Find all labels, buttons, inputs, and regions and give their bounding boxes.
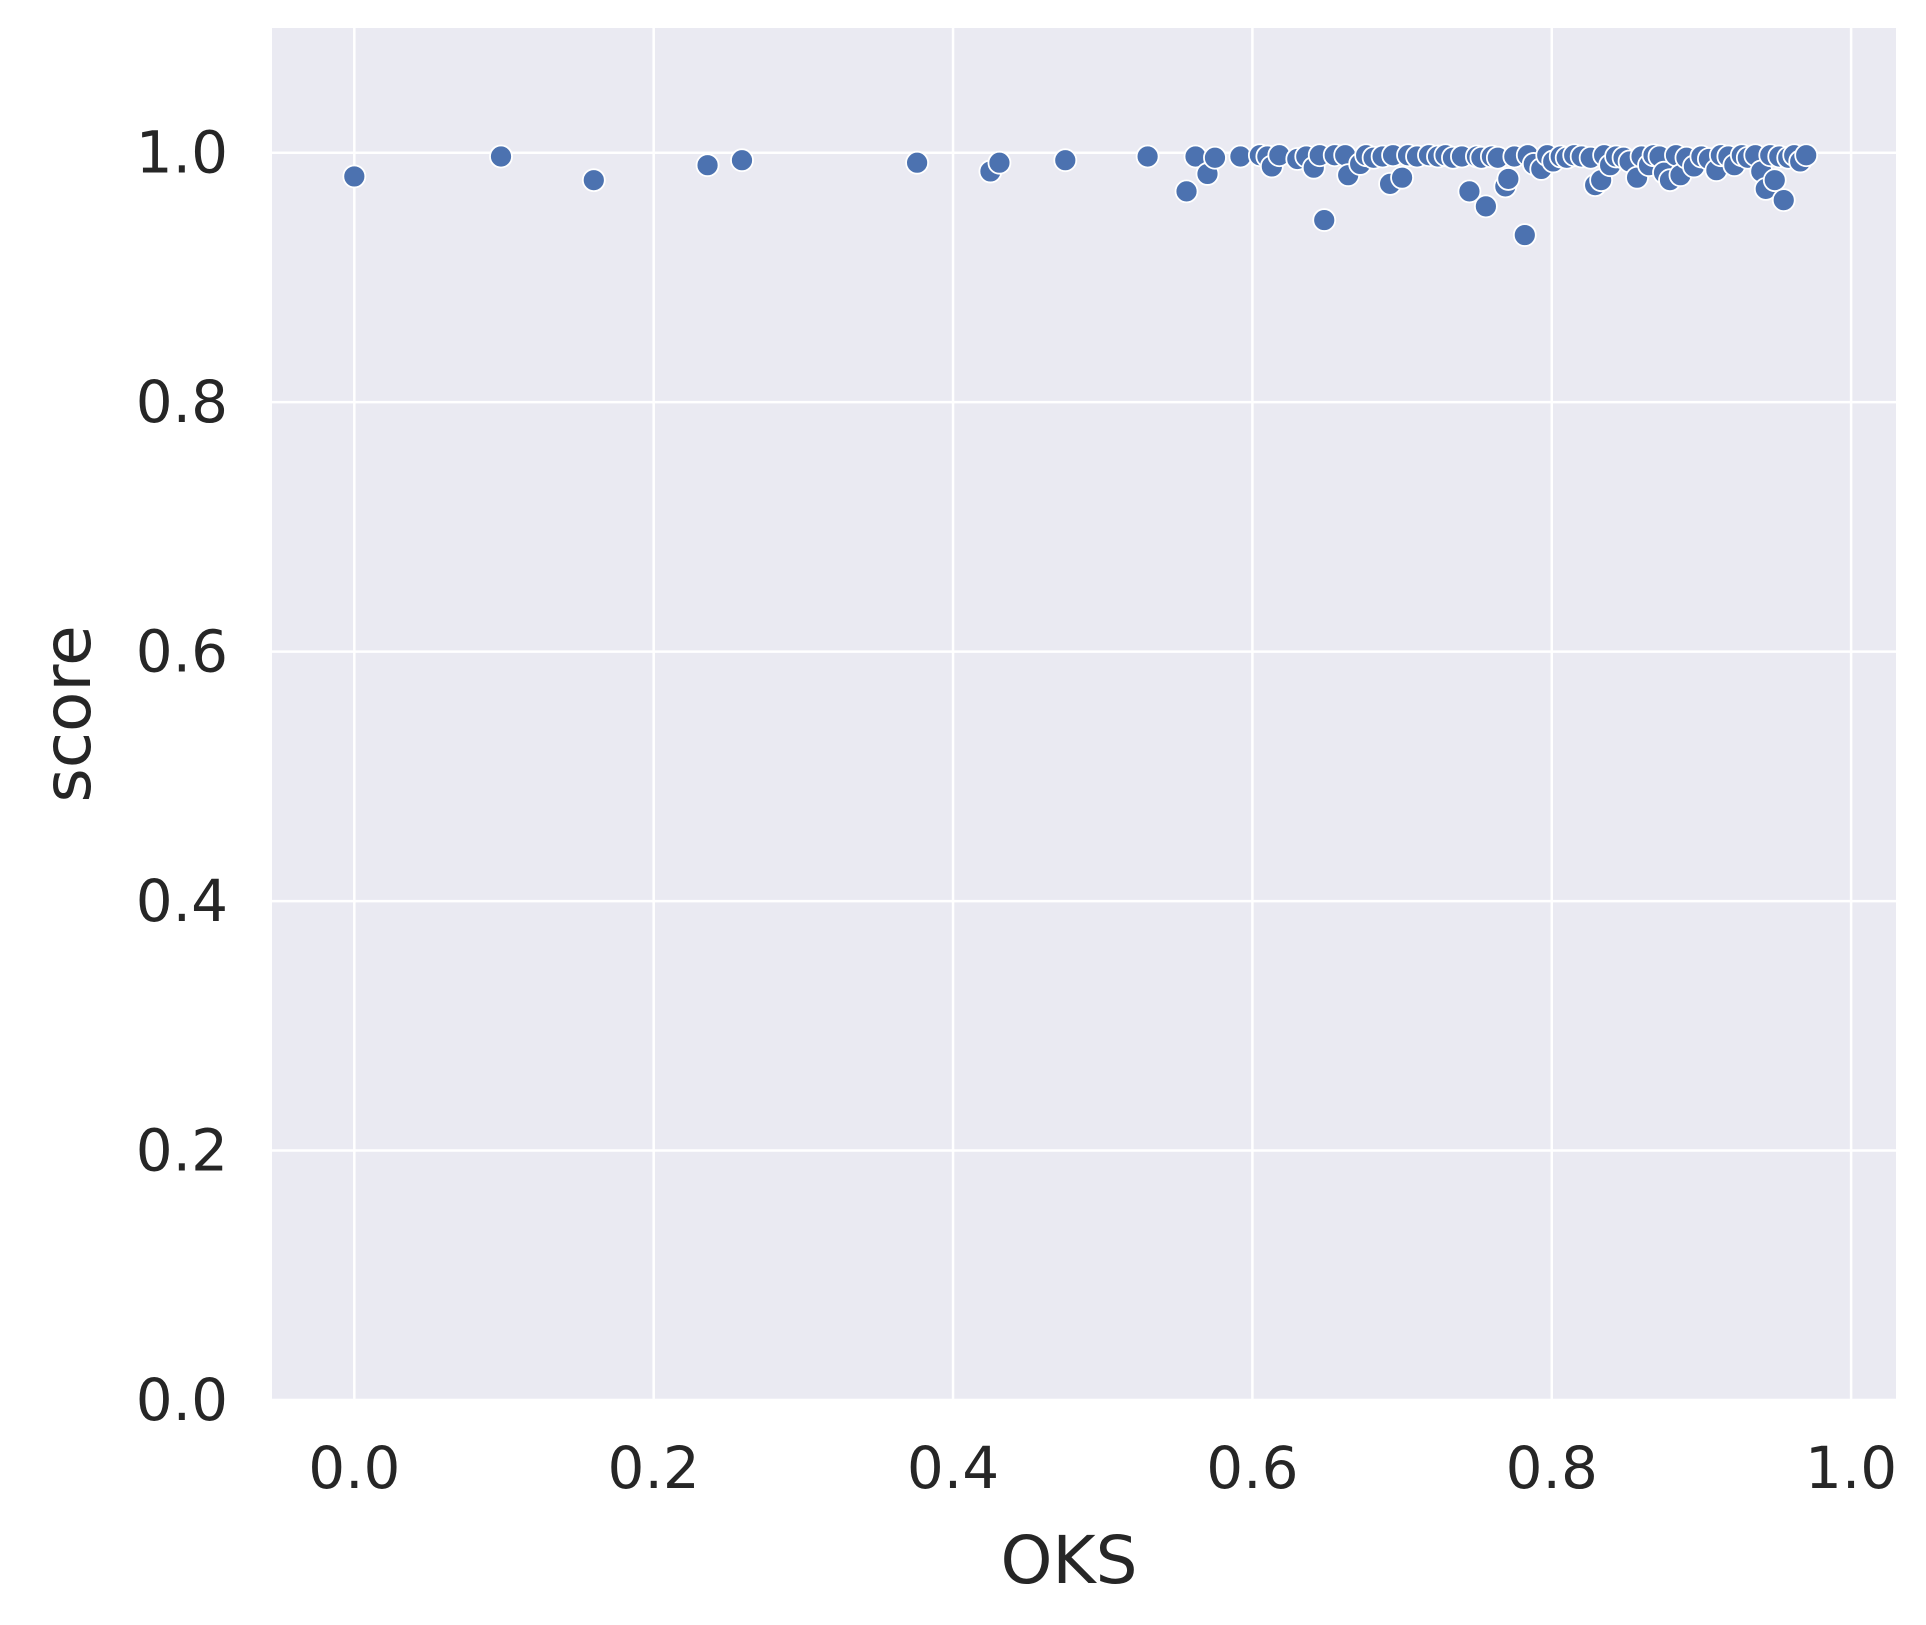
- x-tick-label: 0.8: [1506, 1434, 1598, 1502]
- x-tick-label: 0.0: [308, 1434, 400, 1502]
- data-point: [1473, 194, 1498, 219]
- data-point: [905, 150, 930, 175]
- data-point: [1794, 143, 1819, 168]
- y-tick-labels: 0.0 0.2 0.4 0.6 0.8 1.0: [136, 119, 228, 1434]
- x-tick-labels: 0.0 0.2 0.4 0.6 0.8 1.0: [308, 1434, 1897, 1502]
- data-point: [730, 148, 754, 173]
- data-point: [581, 168, 606, 193]
- data-point: [1312, 208, 1337, 232]
- data-point: [1496, 167, 1521, 191]
- data-point: [1203, 145, 1227, 170]
- data-point: [695, 153, 720, 178]
- x-tick-label: 1.0: [1805, 1434, 1897, 1502]
- data-point: [1053, 148, 1078, 173]
- x-tick-label: 0.2: [608, 1434, 700, 1502]
- y-tick-label: 1.0: [136, 119, 228, 187]
- y-axis-title: score: [29, 625, 106, 802]
- y-tick-label: 0.6: [136, 618, 228, 686]
- plot-area: [272, 28, 1896, 1400]
- data-point: [1135, 144, 1160, 169]
- y-tick-label: 0.2: [136, 1117, 228, 1185]
- y-tick-label: 0.0: [136, 1366, 228, 1434]
- data-point: [1512, 223, 1537, 247]
- data-point: [489, 144, 513, 169]
- data-point: [1771, 188, 1796, 213]
- x-axis-title: OKS: [1000, 1522, 1137, 1599]
- data-point: [1390, 165, 1414, 190]
- data-point: [342, 164, 367, 189]
- y-tick-label: 0.4: [136, 867, 228, 935]
- x-gridlines: [353, 28, 1853, 1400]
- scatter-points: [342, 143, 1819, 247]
- data-point: [1174, 179, 1199, 204]
- x-tick-label: 0.6: [1206, 1434, 1298, 1502]
- data-point: [1457, 179, 1482, 204]
- y-tick-label: 0.8: [136, 368, 228, 436]
- data-point: [987, 150, 1012, 175]
- data-point: [1762, 168, 1787, 193]
- x-tick-label: 0.4: [907, 1434, 999, 1502]
